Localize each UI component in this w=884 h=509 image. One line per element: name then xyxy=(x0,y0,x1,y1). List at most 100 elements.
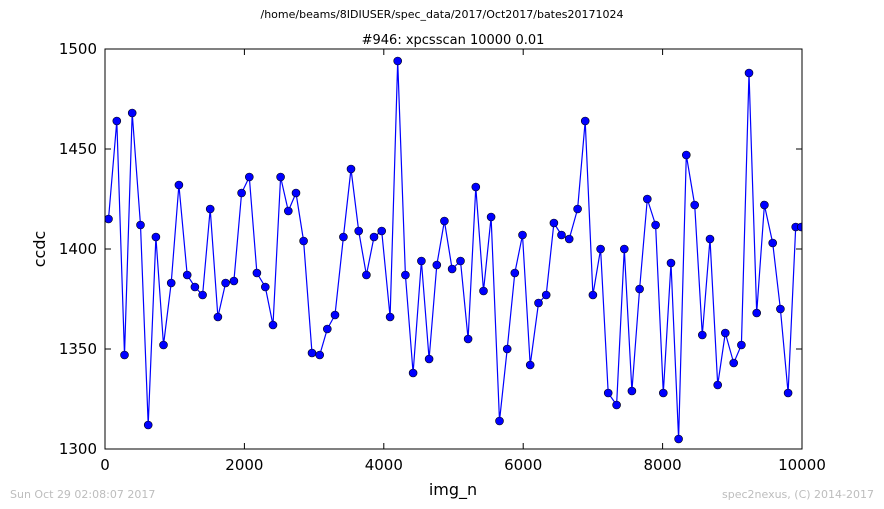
data-point xyxy=(213,312,223,322)
data-point xyxy=(401,270,410,280)
data-point xyxy=(768,238,778,248)
data-point xyxy=(697,330,707,340)
x-tick-label: 6000 xyxy=(504,456,542,474)
data-point xyxy=(479,286,488,296)
data-point xyxy=(159,340,168,350)
data-point xyxy=(690,200,700,210)
data-point xyxy=(283,206,293,216)
data-point xyxy=(783,388,793,398)
data-point xyxy=(205,204,215,214)
footer-credit: spec2nexus, (C) 2014-2017 xyxy=(722,488,874,501)
x-tick-label: 2000 xyxy=(225,456,263,474)
data-point xyxy=(525,360,535,370)
figure-path-title: /home/beams/8IDIUSER/spec_data/2017/Oct2… xyxy=(260,8,624,21)
data-point xyxy=(557,230,566,240)
data-point xyxy=(393,56,403,66)
data-point xyxy=(151,232,161,242)
data-point xyxy=(408,368,418,378)
data-point xyxy=(174,180,184,190)
y-axis-label: ccdc xyxy=(30,231,49,268)
x-tick-label: 10000 xyxy=(778,456,826,474)
y-tick-label: 1450 xyxy=(59,140,97,158)
data-point xyxy=(136,220,145,230)
data-point xyxy=(143,420,153,430)
data-point xyxy=(221,278,230,288)
data-point xyxy=(596,244,605,254)
data-point xyxy=(674,434,683,444)
data-point xyxy=(276,172,285,182)
data-point xyxy=(424,354,434,364)
data-point xyxy=(612,400,621,410)
data-point xyxy=(486,212,496,222)
data-point xyxy=(127,108,137,118)
data-point xyxy=(291,188,301,198)
y-tick-label: 1350 xyxy=(59,340,97,358)
data-point xyxy=(627,386,637,396)
data-point xyxy=(456,256,465,266)
x-tick-label: 0 xyxy=(100,456,110,474)
data-point xyxy=(635,284,644,294)
data-point xyxy=(346,164,356,174)
data-point xyxy=(681,150,691,160)
data-point xyxy=(573,204,582,214)
data-point xyxy=(797,222,802,232)
data-point xyxy=(299,236,308,246)
data-point xyxy=(502,344,512,354)
data-point xyxy=(713,380,723,390)
data-point xyxy=(190,282,200,292)
data-point xyxy=(603,388,613,398)
data-point xyxy=(339,232,348,242)
data-point xyxy=(330,310,340,320)
data-point xyxy=(651,220,660,230)
data-point xyxy=(642,194,652,204)
footer-timestamp: Sun Oct 29 02:08:07 2017 xyxy=(10,488,156,501)
data-point xyxy=(268,320,278,330)
y-tick-label: 1500 xyxy=(59,40,97,58)
data-point xyxy=(737,340,746,350)
data-point xyxy=(760,200,769,210)
x-tick-label: 8000 xyxy=(644,456,682,474)
data-point xyxy=(720,328,730,338)
data-point xyxy=(120,350,129,360)
data-point xyxy=(432,260,442,270)
data-point xyxy=(666,258,676,268)
data-point xyxy=(580,116,590,126)
data-point xyxy=(385,312,395,322)
data-point xyxy=(112,116,122,126)
data-point xyxy=(541,290,551,300)
data-point xyxy=(705,234,715,244)
data-point xyxy=(463,334,473,344)
data-point xyxy=(588,290,598,300)
data-point xyxy=(245,172,254,182)
plot-area: 0 2000 4000 6000 8000 10000 1300 1350 1400 1450 15… xyxy=(59,40,826,474)
data-point xyxy=(518,230,527,240)
data-point xyxy=(252,268,262,278)
data-point xyxy=(510,268,520,278)
data-point xyxy=(377,226,387,236)
data-point xyxy=(495,416,504,426)
data-point xyxy=(105,214,113,224)
data-point xyxy=(229,276,239,286)
data-point xyxy=(658,388,668,398)
x-tick-label: 4000 xyxy=(365,456,403,474)
data-point xyxy=(315,350,325,360)
data-point xyxy=(362,270,371,280)
data-point xyxy=(198,290,207,300)
data-point xyxy=(440,216,449,226)
data-point xyxy=(564,234,574,244)
data-point xyxy=(471,182,481,192)
data-point xyxy=(776,304,785,314)
y-tick-label: 1400 xyxy=(59,240,97,258)
data-point xyxy=(729,358,739,368)
data-point xyxy=(307,348,317,358)
y-tick-label: 1300 xyxy=(59,440,97,458)
data-series xyxy=(105,56,802,444)
data-point xyxy=(369,232,379,242)
chart-title: #946: xpcsscan 10000 0.01 xyxy=(362,33,545,48)
data-point xyxy=(166,278,176,288)
x-axis-label: img_n xyxy=(429,480,477,500)
data-point xyxy=(322,324,332,334)
data-point xyxy=(237,188,246,198)
data-point xyxy=(447,264,457,274)
